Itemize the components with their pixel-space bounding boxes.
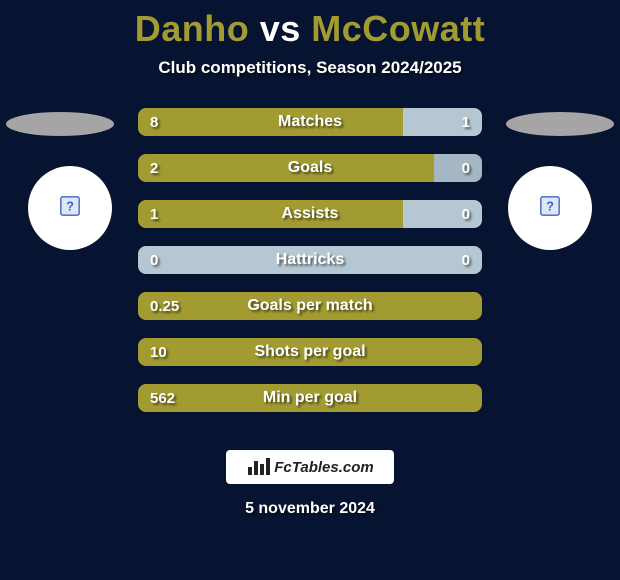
- bar-segment-p2: [434, 154, 482, 182]
- vs-text: vs: [260, 8, 301, 49]
- svg-text:?: ?: [66, 198, 74, 213]
- bar-segment-p2: [138, 246, 482, 274]
- question-icon: ?: [539, 195, 561, 222]
- bar-segment-p1: [138, 292, 482, 320]
- bar-segment-p1: [138, 384, 482, 412]
- logo-text: FcTables.com: [274, 459, 373, 476]
- bar-segment-p1: [138, 200, 403, 228]
- bar-segment-p1: [138, 338, 482, 366]
- shadow-ellipse-left: [6, 112, 114, 136]
- bar-row: Min per goal562: [138, 384, 482, 412]
- avatar-player1: ?: [28, 166, 112, 250]
- bar-row: Assists10: [138, 200, 482, 228]
- bar-row: Matches81: [138, 108, 482, 136]
- question-icon: ?: [59, 195, 81, 222]
- player1-name: Danho: [135, 8, 250, 49]
- bar-segment-p2: [403, 108, 482, 136]
- svg-text:?: ?: [546, 198, 554, 213]
- bar-row: Shots per goal10: [138, 338, 482, 366]
- avatar-player2: ?: [508, 166, 592, 250]
- bar-segment-p2: [403, 200, 482, 228]
- shadow-ellipse-right: [506, 112, 614, 136]
- bar-row: Goals per match0.25: [138, 292, 482, 320]
- chart-bars-icon: [246, 455, 270, 480]
- date-label: 5 november 2024: [0, 500, 620, 518]
- bar-row: Hattricks00: [138, 246, 482, 274]
- bar-segment-p1: [138, 154, 434, 182]
- fctables-logo: FcTables.com: [226, 450, 394, 484]
- bars-container: Matches81 Goals20 Assists10 Hattricks00 Goal…: [138, 108, 482, 430]
- subtitle: Club competitions, Season 2024/2025: [0, 58, 620, 78]
- player2-name: McCowatt: [311, 8, 485, 49]
- bar-segment-p1: [138, 108, 403, 136]
- bar-row: Goals20: [138, 154, 482, 182]
- comparison-chart: ? ? Matches81 Goals20 Assists10 Hattricks00…: [0, 108, 620, 438]
- title-heading: Danho vs McCowatt: [0, 0, 620, 50]
